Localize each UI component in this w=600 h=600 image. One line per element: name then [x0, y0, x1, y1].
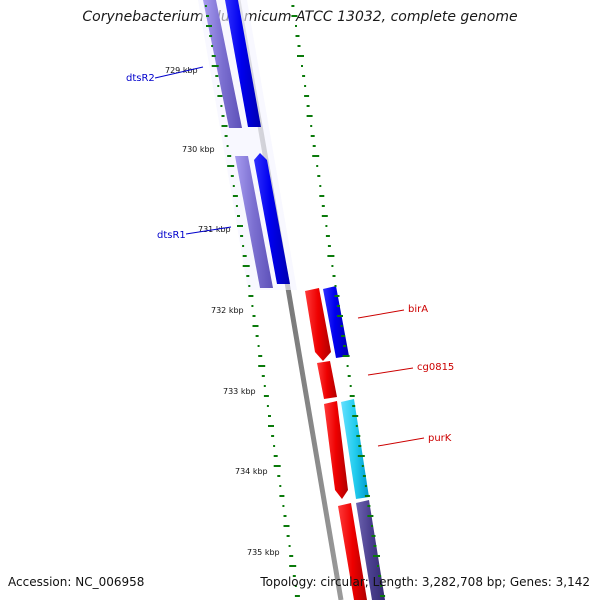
callout-line-birA: [357, 309, 405, 319]
callout-line-dtsR1: [185, 226, 232, 235]
feature-birA-red: [305, 288, 331, 361]
tick-label-734: 734 kbp: [235, 467, 268, 476]
tick-label-730: 730 kbp: [182, 145, 215, 154]
tick-label-735: 735 kbp: [247, 548, 280, 557]
tick-label-733: 733 kbp: [223, 387, 256, 396]
callout-line-dtsR2: [154, 66, 204, 79]
feature-dtsR2: [225, 0, 261, 127]
callout-line-purK: [377, 437, 425, 447]
feature-shadow-dtsR2: [203, 0, 242, 128]
gene-label-purK: purK: [428, 433, 452, 444]
tick-label-729: 729 kbp: [165, 66, 198, 75]
feature-purK-cyan: [341, 399, 369, 499]
callout-line-cg0815: [367, 367, 414, 376]
map-title: Corynebacterium glutamicum ATCC 13032, c…: [82, 9, 518, 25]
accession-label: Accession: NC_006958: [8, 575, 145, 589]
feature-birA-blue: [323, 286, 349, 358]
gene-label-dtsR1: dtsR1: [157, 230, 186, 241]
tick-label-732: 732 kbp: [211, 306, 244, 315]
feature-shadow-dtsR1: [235, 156, 273, 288]
genome-stats: Topology: circular; Length: 3,282,708 bp…: [260, 575, 590, 589]
feature-dtsR1: [254, 153, 290, 284]
feature-bottom-red: [338, 503, 367, 600]
feature-purK-red: [324, 401, 348, 499]
feature-bottom-purple: [356, 500, 385, 600]
gc-marks-right: [291, 5, 386, 597]
gc-marks-left: [204, 5, 300, 597]
gene-label-dtsR2: dtsR2: [126, 73, 155, 84]
gene-label-cg0815: cg0815: [417, 362, 454, 373]
gene-label-birA: birA: [408, 304, 428, 315]
feature-cg0815: [317, 361, 337, 399]
